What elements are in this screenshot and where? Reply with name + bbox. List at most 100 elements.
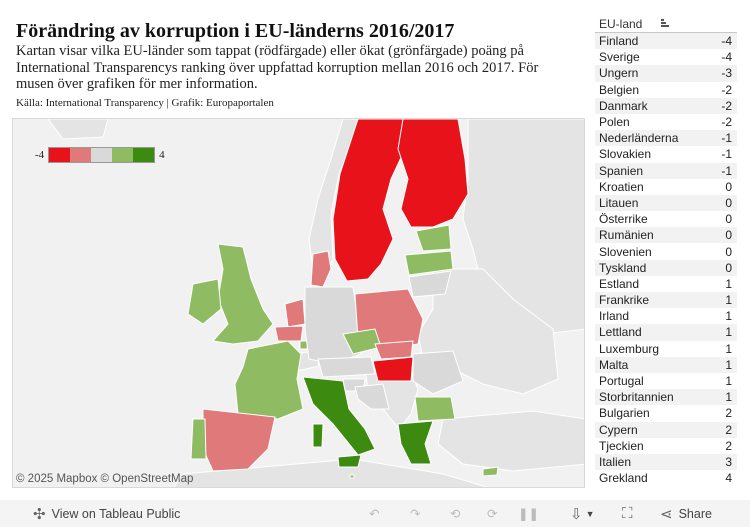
legend-swatch [112, 148, 134, 162]
table-row[interactable]: Spanien -1 [595, 162, 737, 179]
score-change: -2 [721, 98, 732, 113]
table-row[interactable]: Nederländerna -1 [595, 130, 737, 147]
table-row[interactable]: Belgien -2 [595, 82, 737, 98]
slovakia-shape [374, 340, 414, 360]
share-label: Share [678, 506, 712, 521]
table-row[interactable]: Estland 1 [595, 276, 737, 292]
table-row[interactable]: Lettland 1 [595, 324, 737, 341]
table-row[interactable]: Tyskland 0 [595, 259, 737, 276]
table-row[interactable]: Slovakien -1 [595, 146, 737, 162]
score-change: 0 [725, 228, 732, 243]
legend-swatch [70, 148, 92, 162]
download-icon[interactable]: ⇩ ▼ [570, 505, 595, 523]
country-table: EU-land Finland -4 Sverige -4 Ungern -3 Belgie… [595, 14, 737, 488]
undo-icon[interactable]: ↶ [369, 507, 380, 521]
sicily-shape [337, 454, 362, 468]
country-name: Sverige [599, 50, 640, 65]
table-row[interactable]: Cypern 2 [595, 421, 737, 438]
map-canvas[interactable] [13, 119, 585, 488]
sort-descending-icon[interactable] [661, 18, 670, 28]
tableau-logo-icon: ✣ [33, 505, 46, 523]
score-change: -2 [721, 115, 732, 130]
table-row[interactable]: Storbritannien 1 [595, 389, 737, 406]
score-change: 0 [725, 212, 732, 227]
iceland-shape [47, 119, 109, 140]
score-change: -4 [721, 50, 732, 65]
lithuania-shape [408, 270, 452, 298]
country-name: Storbritannien [599, 390, 674, 405]
table-row[interactable]: Kroatien 0 [595, 179, 737, 195]
table-row[interactable]: Rumänien 0 [595, 227, 737, 244]
score-change: -3 [721, 66, 732, 81]
view-on-tableau-label: View on Tableau Public [51, 506, 181, 521]
description: Kartan visar vilka EU-länder som tappat … [16, 43, 539, 92]
page-title: Förändring av korruption i EU-länderns 2… [16, 20, 455, 42]
table-row[interactable]: Finland -4 [595, 33, 737, 50]
table-row[interactable]: Portugal 1 [595, 373, 737, 389]
country-name: Finland [599, 34, 639, 49]
table-row[interactable]: Ungern -3 [595, 65, 737, 82]
croatia-shape [354, 383, 390, 410]
country-name: Estland [599, 276, 640, 291]
table-row[interactable]: Bulgarien 2 [595, 405, 737, 421]
table-row[interactable]: Österrike 0 [595, 211, 737, 227]
legend-max-label: 4 [159, 149, 165, 161]
map-attribution[interactable]: © 2025 Mapbox © OpenStreetMap [16, 473, 194, 485]
country-name: Malta [599, 357, 629, 372]
score-change: 0 [725, 195, 732, 210]
revert-icon[interactable]: ⟲ [450, 507, 461, 521]
table-header: EU-land [595, 14, 737, 33]
view-on-tableau-link[interactable]: ✣ View on Tableau Public [33, 500, 180, 527]
country-name: Danmark [599, 98, 648, 113]
netherlands-shape [284, 298, 306, 328]
legend-swatch [91, 148, 113, 162]
score-change: 2 [725, 422, 732, 437]
score-change: 1 [725, 341, 732, 356]
table-row[interactable]: Italien 3 [595, 453, 737, 471]
refresh-icon[interactable]: ⟳ [487, 507, 498, 521]
france-shape [234, 340, 304, 420]
score-change: 0 [725, 260, 732, 275]
hungary-shape [372, 356, 414, 382]
score-change: 2 [725, 406, 732, 421]
country-name: Italien [599, 454, 632, 469]
share-icon: ⋖ [660, 505, 673, 523]
cyprus-shape [482, 466, 499, 477]
country-name: Slovakien [599, 147, 652, 162]
table-row[interactable]: Slovenien 0 [595, 243, 737, 259]
table-row[interactable]: Polen -2 [595, 114, 737, 130]
share-button[interactable]: ⋖ Share [660, 500, 712, 527]
country-name: Litauen [599, 195, 639, 210]
table-row[interactable]: Luxemburg 1 [595, 341, 737, 357]
denmark-shape [310, 250, 332, 288]
portugal-shape [190, 418, 207, 460]
score-change: 1 [725, 293, 732, 308]
uk-shape [212, 243, 274, 345]
table-row[interactable]: Irland 1 [595, 308, 737, 324]
pause-icon[interactable]: ❚❚ [518, 507, 539, 521]
table-row[interactable]: Litauen 0 [595, 194, 737, 212]
country-name: Tjeckien [599, 438, 644, 453]
table-row[interactable]: Frankrike 1 [595, 292, 737, 309]
score-change: 1 [725, 374, 732, 389]
score-change: 2 [725, 438, 732, 453]
redo-icon[interactable]: ↷ [410, 507, 421, 521]
table-row[interactable]: Malta 1 [595, 356, 737, 373]
country-name: Grekland [599, 471, 648, 486]
italy-shape [302, 376, 376, 456]
score-change: 4 [725, 471, 732, 486]
belgium-shape [274, 325, 304, 342]
africa-shape [173, 458, 489, 487]
table-row[interactable]: Sverige -4 [595, 49, 737, 65]
choropleth-map[interactable]: -4 4 © 2025 Mapbox © OpenStreetMap [12, 118, 585, 488]
score-change: -1 [721, 163, 732, 178]
ireland-shape [187, 278, 222, 325]
score-change: 0 [725, 179, 732, 194]
greece-shape [397, 420, 434, 465]
table-row[interactable]: Grekland 4 [595, 470, 737, 486]
table-row[interactable]: Danmark -2 [595, 97, 737, 114]
fullscreen-icon[interactable]: ⛶ [622, 505, 633, 522]
latvia-shape [404, 250, 454, 276]
country-name: Irland [599, 309, 630, 324]
table-row[interactable]: Tjeckien 2 [595, 438, 737, 454]
